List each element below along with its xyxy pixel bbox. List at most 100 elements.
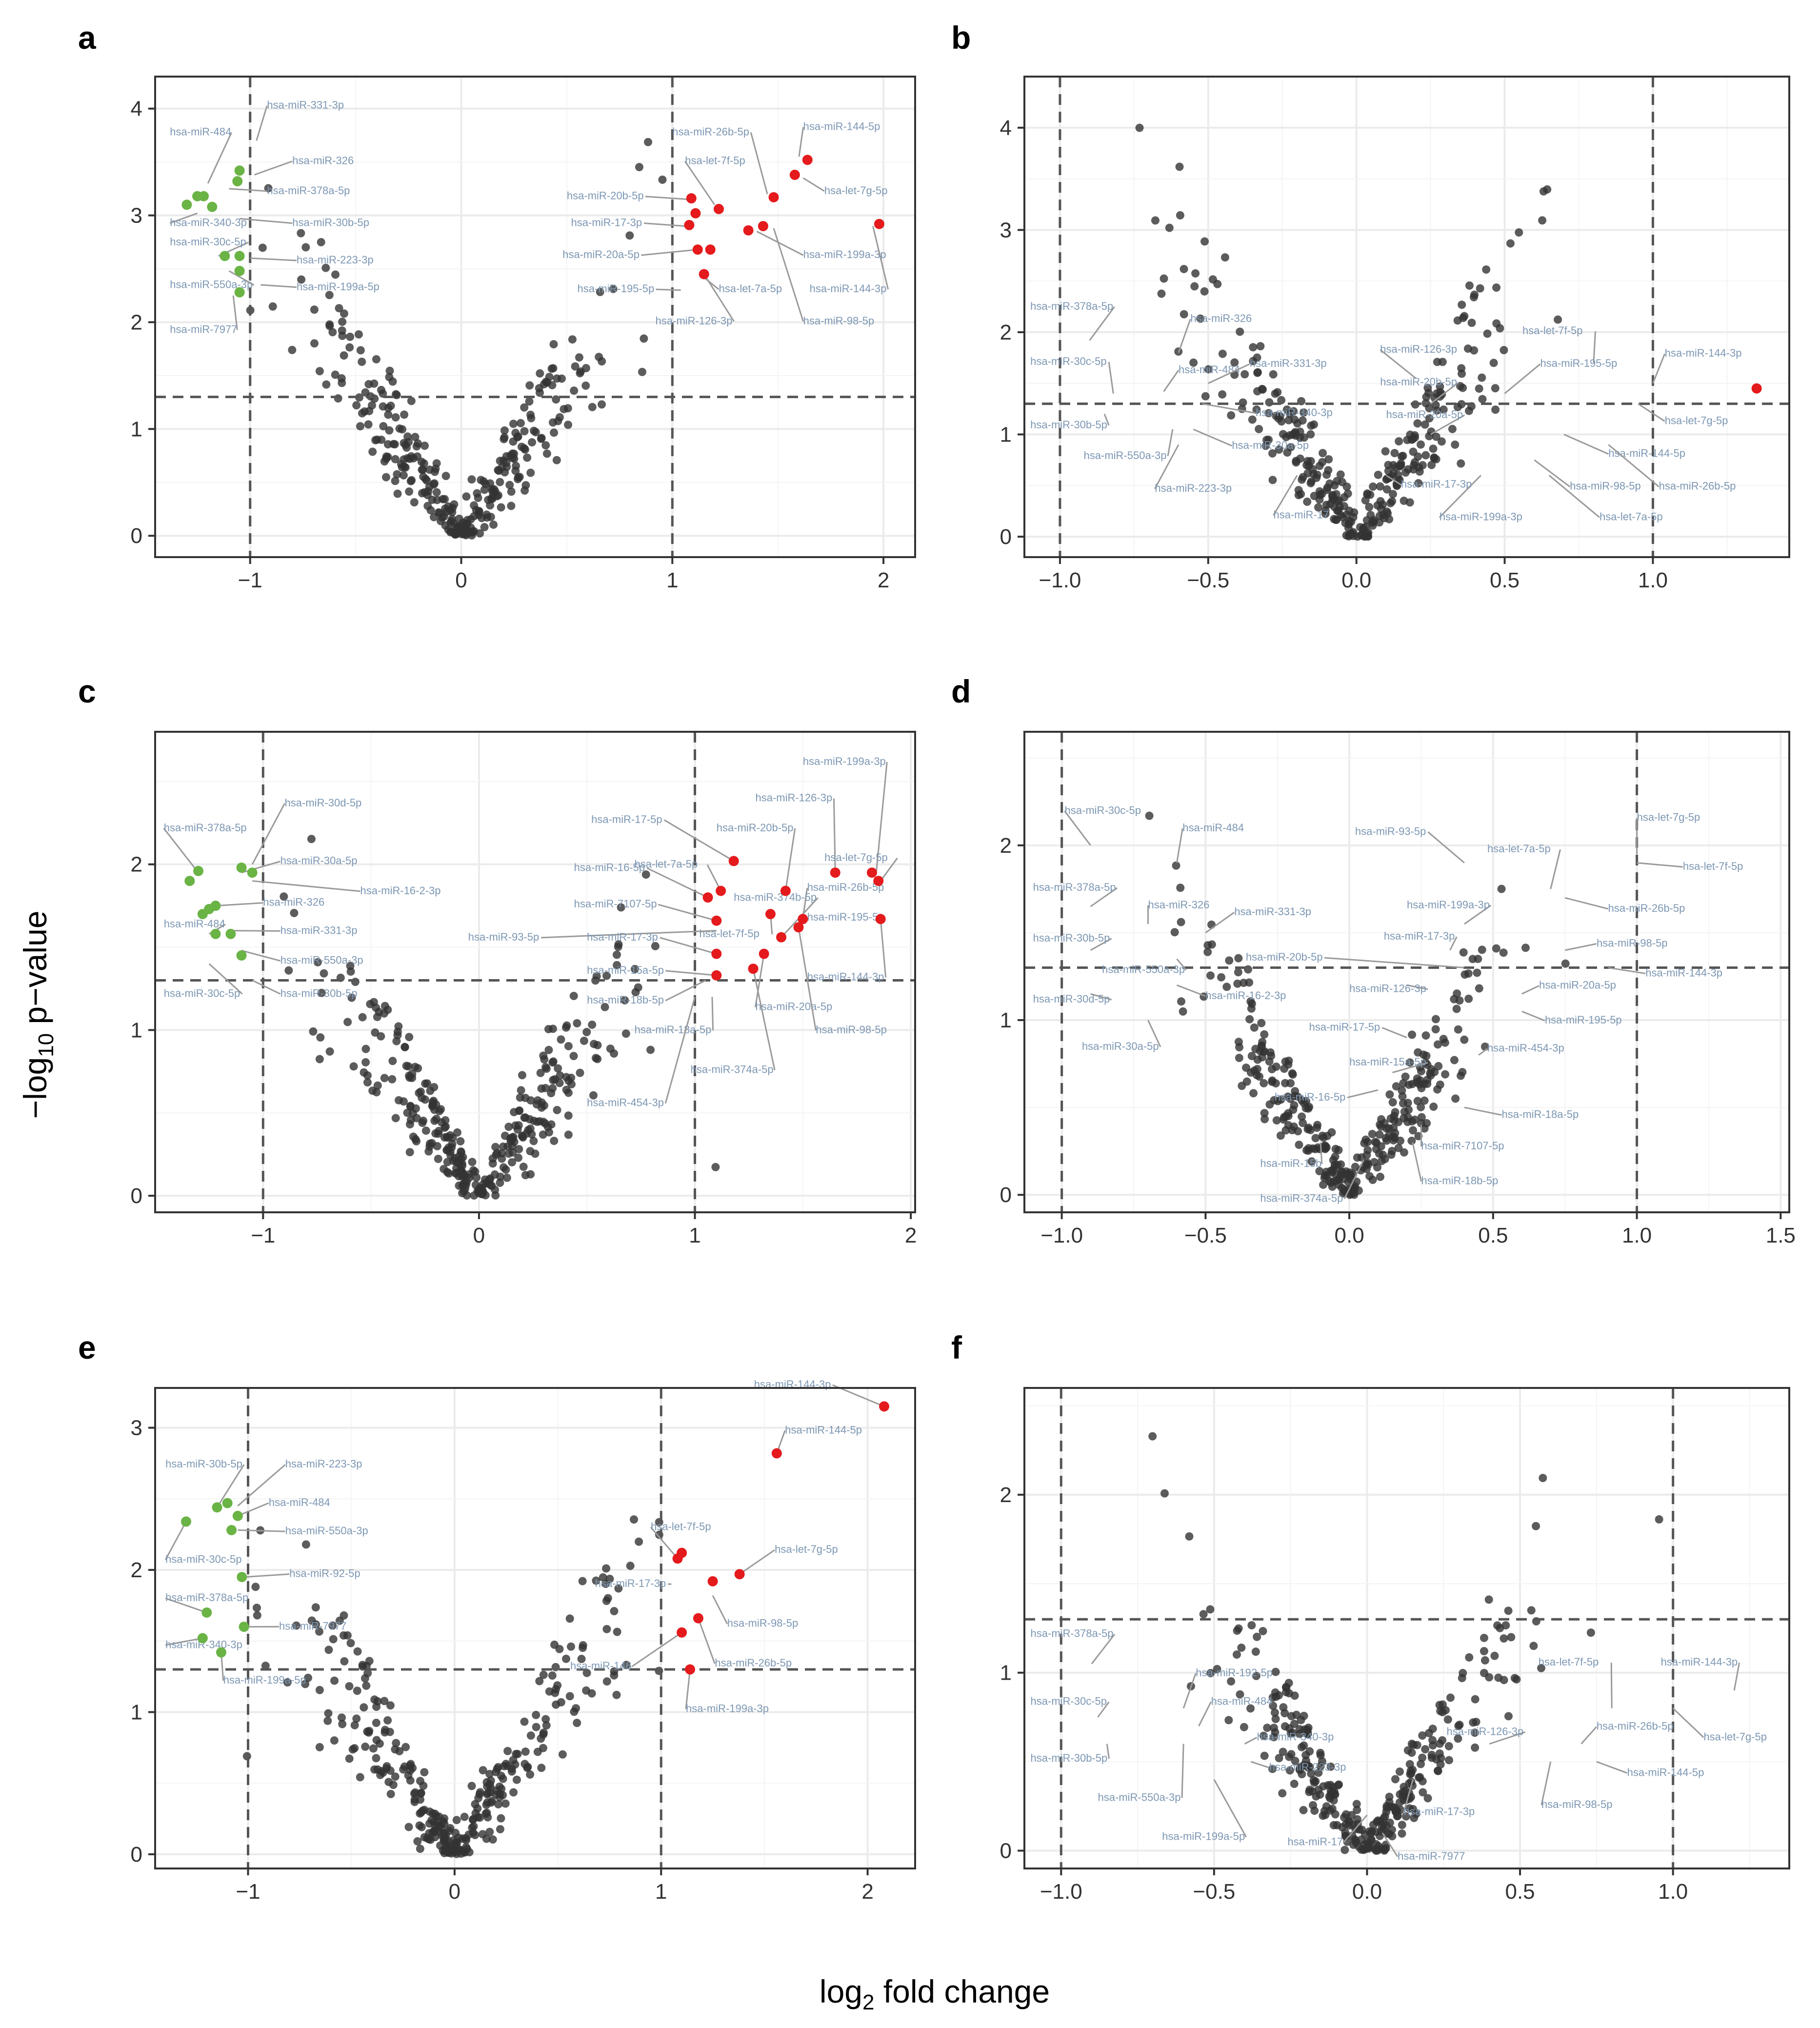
gene-label: hsa-miR-550a-3p [280, 954, 363, 966]
ns-point [548, 381, 557, 389]
ns-point [1458, 301, 1466, 309]
ns-point [1417, 440, 1425, 449]
ns-point [421, 1126, 430, 1135]
ns-point [598, 400, 606, 409]
ns-point [264, 184, 273, 193]
ns-point [1282, 405, 1291, 414]
axis-ticks: −1.0 −0.5 0.0 0.5 1.0 0 1 2 [1000, 1483, 1688, 1904]
ns-point [389, 1781, 398, 1789]
ns-point [372, 1088, 381, 1097]
up-regulated-point [734, 1569, 745, 1580]
ns-point [565, 1692, 574, 1701]
ns-point [1260, 1030, 1269, 1039]
label-leader-line [1563, 434, 1609, 455]
label-leader-line [1193, 428, 1233, 447]
ns-point [511, 466, 520, 475]
ns-point [1458, 369, 1466, 378]
down-regulated-point [237, 1572, 247, 1583]
ns-point [567, 1073, 576, 1082]
gene-label: hsa-miR-30a-5p [1082, 1040, 1159, 1052]
ns-point [1240, 370, 1249, 379]
y-tick-label: 2 [1000, 834, 1012, 858]
ns-point [1501, 1621, 1510, 1630]
threshold-lines [155, 732, 915, 1212]
label-leader-line [658, 904, 717, 922]
down-regulated-point [210, 928, 221, 939]
ns-point [420, 459, 428, 468]
ns-point [520, 1717, 529, 1726]
gene-label: hsa-miR-195-5p [578, 282, 655, 295]
ns-point [1500, 346, 1508, 355]
ns-point [1313, 470, 1321, 479]
ns-point [1409, 447, 1418, 456]
ns-point [398, 425, 407, 434]
ns-point [372, 1702, 381, 1711]
gene-label: hsa-miR-340-3p [1257, 1730, 1334, 1743]
ns-point [1271, 1715, 1280, 1724]
label-leader-line [1273, 475, 1298, 516]
label-leader-line [252, 880, 360, 892]
label-leader-line [1106, 1744, 1110, 1759]
ns-point [426, 1086, 435, 1095]
gene-label: hsa-miR-195-5p [1540, 357, 1617, 369]
ns-point [1465, 1653, 1474, 1662]
ns-point [372, 1754, 380, 1763]
ns-point [452, 1816, 461, 1825]
gene-label: hsa-miR-30c-5p [170, 236, 246, 248]
ns-point [364, 420, 373, 429]
ns-point [1177, 997, 1185, 1006]
ns-point [427, 1816, 436, 1825]
ns-point [391, 1114, 400, 1123]
gene-label: hsa-miR-550a-3p [1084, 449, 1167, 462]
ns-point [382, 1762, 391, 1771]
ns-point [405, 487, 414, 496]
ns-point [518, 1131, 526, 1140]
ns-point [1176, 883, 1185, 892]
ns-point [1316, 1748, 1325, 1757]
label-leader-line [880, 858, 898, 882]
ns-point [328, 1621, 337, 1630]
ns-point [625, 231, 634, 240]
ns-point [393, 470, 401, 479]
ns-point [487, 1798, 496, 1807]
ns-point [311, 1603, 320, 1612]
ns-point [550, 428, 559, 437]
ns-point [1365, 502, 1374, 511]
ns-point [352, 1714, 361, 1723]
ns-point [622, 1661, 631, 1669]
ns-point [1413, 1097, 1422, 1105]
ns-point [1480, 1647, 1488, 1656]
y-tick-label: 0 [1000, 1839, 1012, 1863]
ns-point [372, 1719, 380, 1727]
down-regulated-point [197, 909, 208, 920]
ns-point [1554, 315, 1562, 324]
label-leader-line [229, 188, 267, 192]
ns-point [582, 1668, 591, 1677]
ns-point [1269, 1733, 1278, 1742]
gene-label: hsa-miR-17-3p [1384, 930, 1455, 942]
ns-point [1376, 482, 1384, 491]
ns-point [434, 508, 443, 517]
gene-label: hsa-let-7g-5p [1665, 415, 1728, 427]
x-tick-label: 0.5 [1505, 1880, 1535, 1904]
gene-label: hsa-let-7f-5p [685, 154, 745, 166]
ns-point [1398, 1829, 1406, 1838]
label-leader-line [665, 980, 706, 1002]
gene-label: hsa-miR-30b-5p [1031, 1752, 1108, 1764]
ns-point [1338, 1823, 1347, 1832]
ns-point [424, 487, 433, 496]
ns-point [451, 1169, 460, 1178]
x-tick-label: 1 [655, 1880, 667, 1904]
x-tick-label: −1.0 [1039, 568, 1081, 592]
ns-point [1380, 1155, 1389, 1164]
down-regulated-point [232, 176, 243, 187]
x-tick-label: 0 [449, 1880, 460, 1904]
gene-label: hsa-miR-20b-5p [717, 822, 794, 834]
ns-point [537, 434, 546, 442]
x-tick-label: 1.0 [1658, 1880, 1688, 1904]
ns-point [253, 1611, 261, 1620]
gene-label: hsa-miR-550a-3p [1098, 1791, 1181, 1803]
ns-point [1307, 1157, 1316, 1166]
ns-point [547, 364, 556, 373]
ns-point [1478, 373, 1486, 382]
